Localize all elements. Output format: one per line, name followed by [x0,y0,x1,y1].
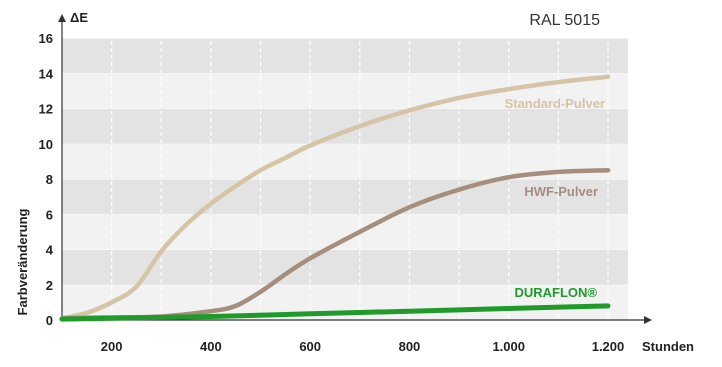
x-axis-arrow-icon [644,316,652,324]
y-tick-label: 4 [46,243,54,258]
x-tick-label: 200 [101,339,123,354]
y-tick-label: 16 [39,31,53,46]
series-line-duraflon [59,303,611,322]
grid-band [62,249,628,285]
y-tick-label: 10 [39,137,53,152]
x-tick-label: 800 [399,339,421,354]
x-tick-labels: 200 400 600 800 1.000 1.200 [101,339,624,354]
series-lines [59,74,611,322]
y-axis-label: Farbveränderung [15,208,30,315]
series-label-hwf-pulver: HWF-Pulver [524,184,598,199]
y-tick-label: 14 [39,66,54,81]
series-line-standard-pulver [59,74,611,321]
vertical-gridlines [111,34,609,320]
grid-bands [62,37,628,320]
axes [58,14,652,324]
grid-band [62,214,628,250]
chart-title: RAL 5015 [529,12,600,29]
y-tick-label: 2 [46,278,53,293]
y-tick-label: 8 [46,172,53,187]
x-axis-label: Stunden [642,339,694,354]
y-axis-arrow-icon [58,14,66,22]
y-axis-symbol: ΔE [70,10,88,25]
grid-band [62,38,628,74]
y-tick-label: 12 [39,102,53,117]
x-tick-label: 1.200 [592,339,625,354]
grid-band [62,179,628,215]
x-tick-label: 1.000 [492,339,525,354]
y-tick-label: 6 [46,207,53,222]
grid-band [62,73,628,109]
series-label-standard-pulver: Standard-Pulver [505,96,605,111]
x-tick-label: 600 [299,339,321,354]
y-tick-label: 0 [46,313,53,328]
grid-band [62,108,628,144]
x-tick-label: 400 [200,339,222,354]
series-label-duraflon: DURAFLON® [514,285,597,300]
y-tick-labels: 0 2 4 6 8 10 12 14 16 [39,31,54,328]
